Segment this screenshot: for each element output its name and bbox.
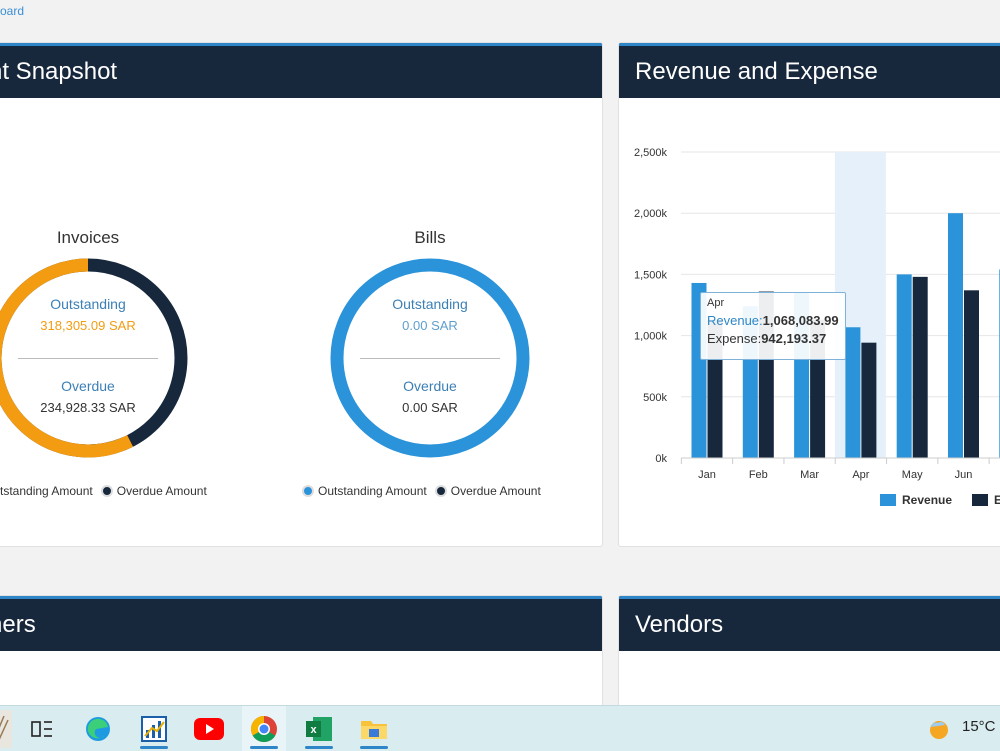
- revenue-bar: [845, 327, 861, 458]
- edge-icon[interactable]: [76, 706, 120, 751]
- bills-overdue-label: Overdue: [403, 378, 457, 394]
- bills-title: Bills: [414, 228, 446, 247]
- tooltip-expense-value: 942,193.37: [761, 331, 827, 346]
- tooltip-header: Apr: [707, 297, 725, 309]
- invoices-donut: [0, 258, 188, 458]
- chart-app-icon[interactable]: [132, 706, 176, 751]
- legend-overdue-marker: [434, 485, 447, 497]
- tooltip-revenue-value: 1,068,083.99: [762, 313, 839, 328]
- expense-bar: [964, 290, 979, 458]
- weather-icon[interactable]: [918, 706, 958, 751]
- excel-icon[interactable]: x: [297, 706, 341, 751]
- legend-overdue-marker: [100, 485, 113, 497]
- legend-outstanding-amount[interactable]: tstanding Amount: [0, 484, 93, 498]
- youtube-icon[interactable]: [187, 706, 231, 751]
- customers-title: ners: [0, 596, 602, 651]
- chart-tooltip: Apr Revenue:1,068,083.99 Expense:942,193…: [700, 292, 846, 360]
- y-tick-label: 2,000k: [634, 208, 668, 220]
- bills-outstanding-value: 0.00 SAR: [402, 318, 458, 333]
- x-tick-label: Apr: [852, 469, 869, 481]
- invoices-outstanding-arc: [0, 258, 188, 458]
- legend-swatch: [972, 494, 988, 506]
- invoices-overdue-value: 234,928.33 SAR: [40, 400, 136, 415]
- legend-swatch: [880, 494, 896, 506]
- bills-donut: [330, 258, 530, 458]
- x-tick-label: Jun: [955, 469, 973, 481]
- x-tick-label: Jan: [698, 469, 716, 481]
- expense-bar: [861, 342, 877, 458]
- legend-label: Revenue: [902, 493, 952, 507]
- breadcrumb[interactable]: oard: [0, 4, 25, 18]
- svg-text:x: x: [310, 724, 317, 736]
- task-view-icon[interactable]: [20, 706, 64, 751]
- revenue-expense-title: Revenue and Expense: [619, 43, 1000, 98]
- legend-outstanding-marker: [302, 485, 314, 497]
- bills-legend: Outstanding Amount Overdue Amount: [302, 484, 541, 498]
- legend-overdue-amount[interactable]: Overdue Amount: [116, 484, 207, 498]
- x-tick-label: May: [902, 469, 923, 481]
- invoices-outstanding-label: Outstanding: [50, 296, 126, 312]
- legend-label: E: [994, 493, 1000, 507]
- app-thumbnail-icon[interactable]: [0, 706, 16, 751]
- invoices-legend: tstanding Amount Overdue Amount: [0, 484, 207, 498]
- invoices-outstanding-value: 318,305.09 SAR: [40, 318, 136, 333]
- y-tick-label: 2,500k: [634, 147, 668, 159]
- windows-taskbar: x: [0, 705, 1000, 751]
- tooltip-expense-label: Expense:: [707, 331, 762, 346]
- vendors-title: Vendors: [619, 596, 1000, 651]
- revenue-bar: [948, 213, 963, 458]
- legend-outstanding-amount[interactable]: Outstanding Amount: [318, 484, 427, 498]
- invoices-divider: [18, 358, 158, 359]
- bills-outstanding-label: Outstanding: [392, 296, 468, 312]
- chrome-icon[interactable]: [242, 706, 286, 751]
- bills-overdue-value: 0.00 SAR: [402, 400, 458, 415]
- file-explorer-icon[interactable]: [352, 706, 396, 751]
- invoices-overdue-label: Overdue: [61, 378, 115, 394]
- y-tick-label: 0k: [655, 453, 667, 465]
- y-tick-label: 1,000k: [634, 331, 668, 343]
- revenue-bar: [896, 274, 912, 458]
- tooltip-revenue-label: Revenue:: [707, 313, 763, 328]
- temperature-readout[interactable]: 15°C: [962, 718, 996, 735]
- x-tick-label: Mar: [800, 469, 819, 481]
- legend-overdue-amount[interactable]: Overdue Amount: [450, 484, 541, 498]
- x-tick-label: Feb: [749, 469, 768, 481]
- expense-bar: [912, 276, 928, 458]
- y-tick-label: 1,500k: [634, 269, 668, 281]
- bills-outstanding-arc: [330, 258, 530, 458]
- account-snapshot-title: nt Snapshot: [0, 43, 602, 98]
- bills-divider: [360, 358, 500, 359]
- y-tick-label: 500k: [643, 392, 667, 404]
- invoices-title: Invoices: [56, 228, 120, 247]
